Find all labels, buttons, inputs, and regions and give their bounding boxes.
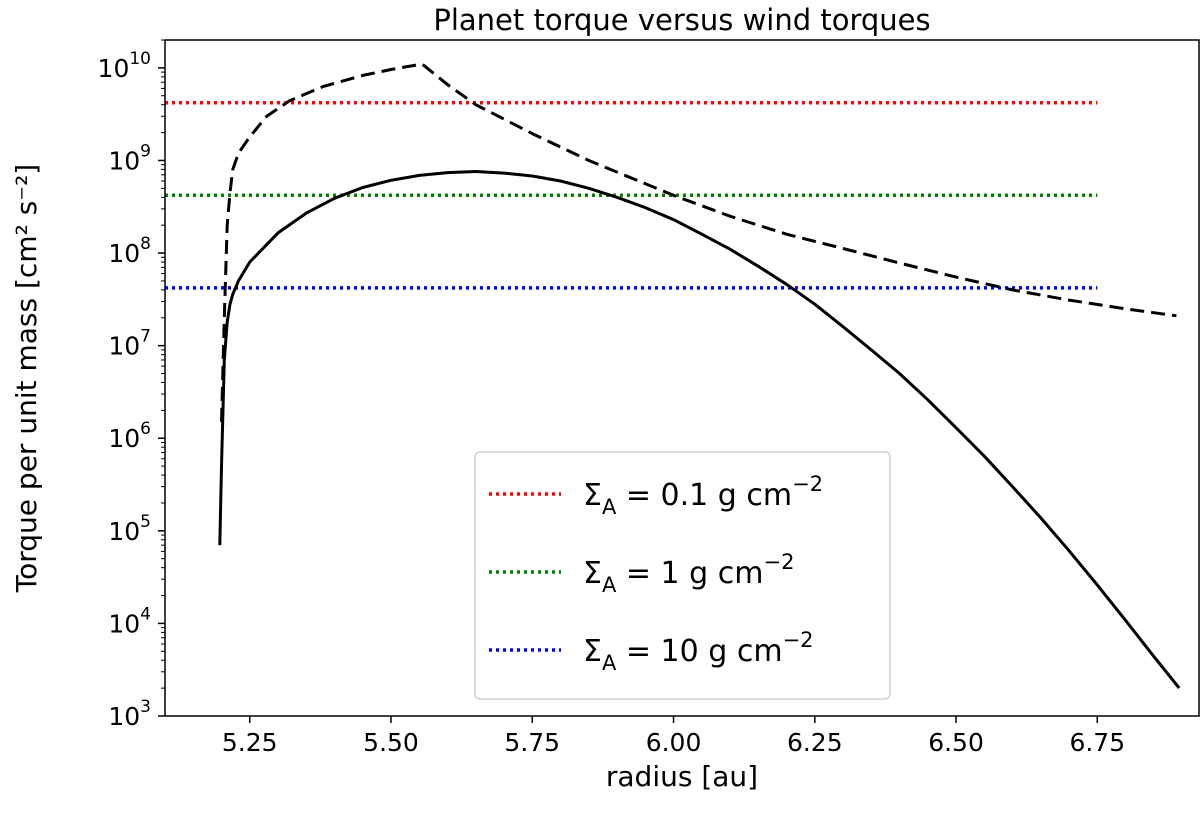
legend-label: ΣA = 1 g cm−2 [583, 550, 794, 597]
series-line-4 [218, 170, 1181, 690]
x-tick-label: 5.50 [363, 728, 419, 757]
y-tick-label: 105 [108, 512, 151, 546]
series-line-3 [220, 62, 1177, 422]
legend-box [474, 451, 891, 700]
x-tick-label: 6.25 [787, 728, 843, 757]
y-tick-label: 106 [108, 419, 151, 453]
y-tick-label: 108 [108, 234, 151, 268]
plot-area [165, 62, 1181, 690]
y-tick-label: 103 [108, 697, 151, 731]
x-axis: 5.25 5.50 5.75 6.00 6.25 6.50 6.75 [222, 716, 1125, 757]
y-axis-title: Torque per unit mass [cm² s⁻²] [10, 164, 43, 593]
legend-label: ΣA = 0.1 g cm−2 [583, 472, 823, 519]
x-tick-label: 6.50 [928, 728, 984, 757]
x-tick-label: 6.00 [646, 728, 702, 757]
y-tick-label: 109 [108, 141, 151, 175]
y-axis: 103 104 105 106 107 108 109 1010 [98, 39, 165, 731]
axes-frame [164, 39, 1200, 717]
y-tick-label: 1010 [98, 49, 151, 83]
y-tick-label: 104 [108, 604, 151, 638]
x-tick-label: 6.75 [1069, 728, 1125, 757]
x-tick-label: 5.75 [504, 728, 560, 757]
y-tick-label: 107 [108, 327, 151, 361]
x-axis-title: radius [au] [606, 760, 758, 793]
chart-title: Planet torque versus wind torques [433, 3, 930, 37]
x-tick-label: 5.25 [222, 728, 278, 757]
legend: ΣA = 0.1 g cm−2 ΣA = 1 g cm−2 ΣA = 10 g cm… [474, 451, 891, 700]
legend-label: ΣA = 10 g cm−2 [583, 628, 814, 675]
